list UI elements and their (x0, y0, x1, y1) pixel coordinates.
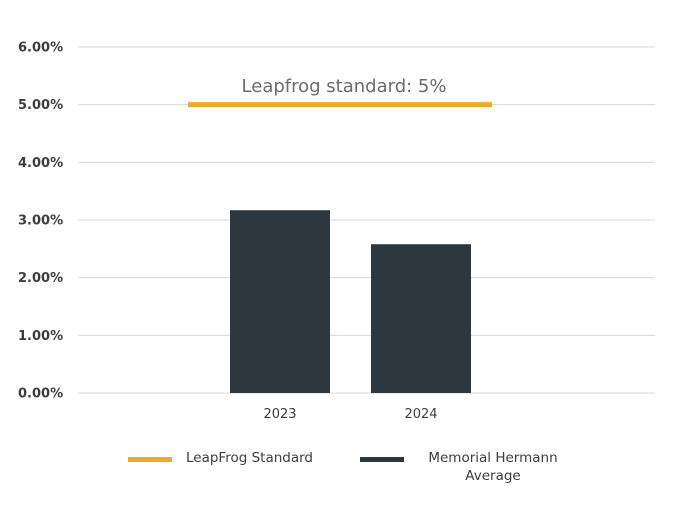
y-tick-label: 4.00% (18, 156, 63, 171)
y-tick-label: 6.00% (18, 41, 63, 56)
legend-swatch-memorial-hermann (360, 457, 404, 462)
reference-line-annotation: Leapfrog standard: 5% (242, 76, 447, 97)
y-tick-label: 3.00% (18, 214, 63, 229)
y-tick-label: 5.00% (18, 98, 63, 113)
legend: LeapFrog Standard Memorial Hermann Averag… (0, 449, 680, 489)
legend-label-line: Memorial Hermann (428, 450, 558, 466)
bars (230, 210, 471, 393)
y-tick-label: 0.00% (18, 387, 63, 402)
legend-label-line: Average (465, 468, 521, 484)
legend-swatch-leapfrog-standard (128, 457, 172, 462)
reference-line-group: Leapfrog standard: 5% (188, 76, 492, 108)
legend-label-memorial-hermann: Memorial Hermann Average (418, 449, 568, 485)
y-tick-label: 2.00% (18, 271, 63, 286)
gridlines (78, 46, 655, 394)
y-tick-label: 1.00% (18, 329, 63, 344)
x-axis-category-labels: 2023 2024 (263, 407, 437, 422)
x-tick-label: 2024 (404, 407, 437, 422)
legend-item-memorial-hermann: Memorial Hermann Average (360, 449, 568, 485)
legend-label-leapfrog-standard: LeapFrog Standard (186, 450, 314, 466)
y-axis-tick-labels: 0.00% 1.00% 2.00% 3.00% 4.00% 5.00% 6.00% (18, 41, 63, 402)
bar-2024 (371, 244, 471, 393)
legend-item-leapfrog-standard: LeapFrog Standard (128, 449, 313, 467)
x-tick-label: 2023 (263, 407, 296, 422)
bar-2023 (230, 210, 330, 393)
